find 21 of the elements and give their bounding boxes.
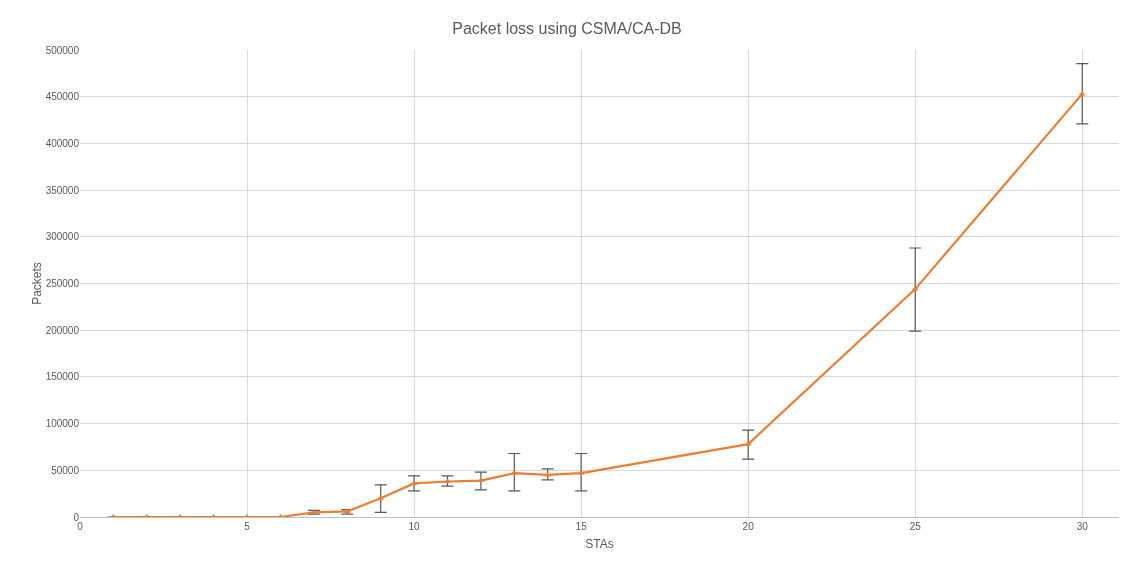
y-tick-label: 500000	[45, 44, 80, 56]
x-tick-label: 25	[909, 521, 922, 532]
y-tick-label: 150000	[45, 371, 80, 383]
x-tick-label: 15	[575, 521, 588, 532]
y-axis-title: Packets	[29, 262, 44, 305]
chart-title: Packet loss using CSMA/CA-DB	[452, 19, 682, 37]
y-tick-label: 300000	[45, 231, 80, 243]
x-tick-label: 20	[742, 521, 755, 532]
x-tick-label: 5	[244, 521, 251, 532]
x-tick-label: 30	[1076, 521, 1089, 532]
y-tick-label: 50000	[51, 464, 80, 476]
y-tick-label: 0	[73, 511, 80, 523]
x-tick-label: 10	[408, 521, 421, 532]
x-axis-title: STAs	[585, 536, 614, 551]
y-tick-label: 400000	[45, 137, 80, 149]
y-tick-label: 350000	[45, 184, 80, 196]
y-tick-label: 450000	[45, 91, 80, 103]
y-tick-label: 100000	[45, 418, 80, 430]
point	[477, 477, 485, 483]
y-tick-label: 250000	[45, 278, 80, 289]
y-tick-label: 200000	[45, 324, 80, 336]
